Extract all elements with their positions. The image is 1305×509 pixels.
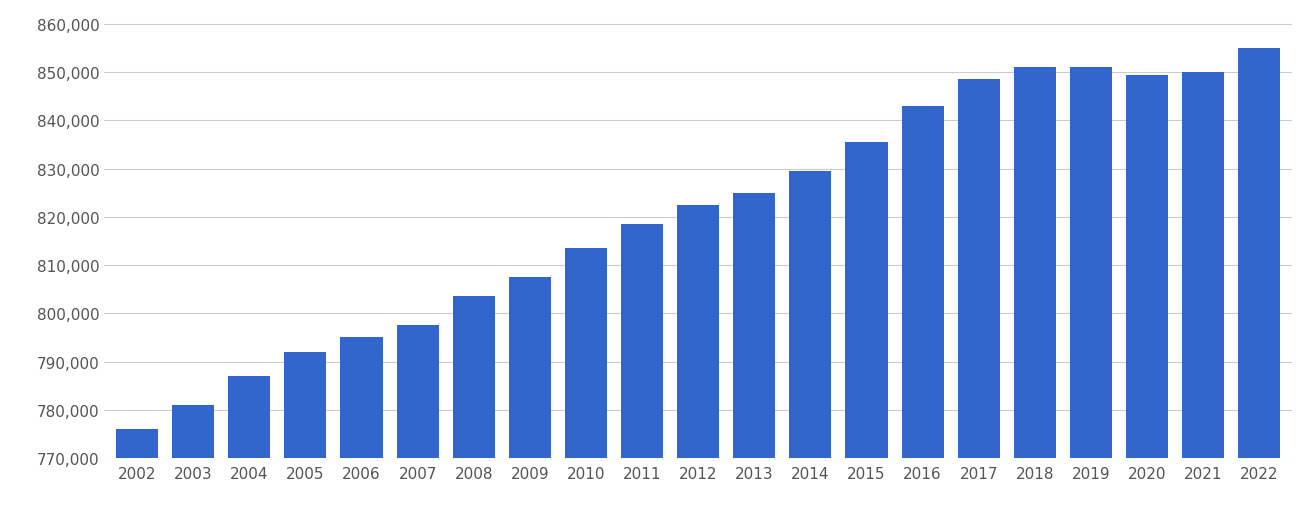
Bar <box>1238 49 1280 458</box>
Bar <box>677 206 719 458</box>
Bar <box>1070 68 1112 458</box>
Bar <box>565 249 607 458</box>
Bar <box>958 80 1000 458</box>
Bar <box>846 143 887 458</box>
Bar <box>453 297 495 458</box>
Bar <box>509 277 551 458</box>
Bar <box>397 326 438 458</box>
Bar <box>341 338 382 458</box>
Bar <box>790 172 831 458</box>
Bar <box>902 107 944 458</box>
Bar <box>733 193 775 458</box>
Bar <box>284 352 326 458</box>
Bar <box>1182 73 1224 458</box>
Bar <box>172 405 214 458</box>
Bar <box>1014 68 1056 458</box>
Bar <box>1126 75 1168 458</box>
Bar <box>228 376 270 458</box>
Bar <box>116 429 158 458</box>
Bar <box>621 224 663 458</box>
